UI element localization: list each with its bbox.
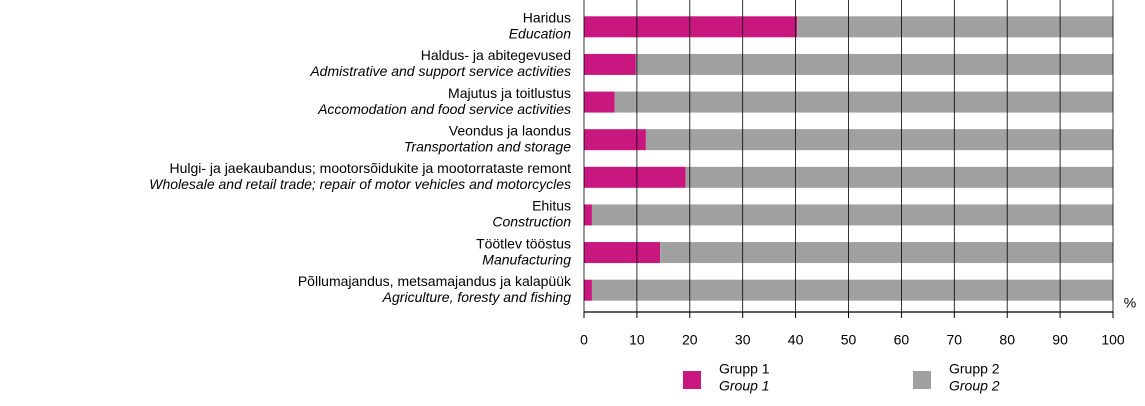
bar-segment — [584, 129, 646, 151]
x-tick-label: 80 — [999, 332, 1015, 348]
bar-segment — [591, 204, 1113, 226]
category-label: Põllumajandus, metsamajandus ja kalapüük — [298, 273, 572, 289]
x-tick-label: 100 — [1101, 332, 1125, 348]
category-label: Veondus ja laondus — [449, 122, 571, 138]
bar-segment — [591, 279, 1113, 301]
category-label: Majutus ja toitlustus — [448, 85, 571, 101]
x-tick-label: 40 — [788, 332, 804, 348]
legend-label-en: Group 1 — [719, 378, 770, 394]
category-label-en: Agriculture, foresty and fishing — [382, 289, 572, 305]
bar-segment — [584, 279, 592, 301]
category-label-en: Manufacturing — [482, 251, 571, 267]
x-tick-label: 20 — [682, 332, 698, 348]
category-label: Töötlev tööstus — [476, 235, 571, 251]
category-label-en: Wholesale and retail trade; repair of mo… — [149, 176, 571, 192]
legend-label: Grupp 1 — [719, 361, 770, 377]
x-tick-label: 30 — [735, 332, 751, 348]
bar-segment — [584, 91, 615, 113]
x-tick-label: 60 — [894, 332, 910, 348]
bar-segment — [584, 16, 798, 38]
category-label: Ehitus — [532, 198, 571, 214]
legend-label: Grupp 2 — [949, 361, 1000, 377]
category-label-en: Education — [509, 26, 571, 42]
bar-segment — [584, 53, 636, 75]
x-tick-label: 10 — [629, 332, 645, 348]
x-tick-label: 0 — [580, 332, 588, 348]
category-label: Hulgi- ja jaekaubandus; mootorsõidukite … — [169, 160, 571, 176]
bar-segment — [584, 242, 661, 264]
category-label: Haldus- ja abitegevused — [421, 47, 571, 63]
x-axis-unit: % — [1124, 295, 1136, 311]
bar-segment — [797, 16, 1113, 38]
bar-segment — [584, 204, 592, 226]
legend-swatch — [683, 371, 701, 389]
category-label: Haridus — [523, 10, 571, 26]
category-label-en: Transportation and storage — [404, 138, 571, 154]
bar-segment — [645, 129, 1113, 151]
x-tick-label: 70 — [947, 332, 963, 348]
legend-label-en: Group 2 — [949, 378, 1000, 394]
bar-segment — [685, 166, 1113, 188]
bar-segment — [614, 91, 1113, 113]
x-tick-label: 50 — [841, 332, 857, 348]
bar-segment — [660, 242, 1113, 264]
bar-segment — [635, 53, 1113, 75]
category-label-en: Accomodation and food service activities — [317, 101, 571, 117]
legend-swatch — [913, 371, 931, 389]
x-tick-label: 90 — [1052, 332, 1068, 348]
category-label-en: Construction — [492, 214, 571, 230]
category-label-en: Admistrative and support service activit… — [309, 63, 571, 79]
bar-segment — [584, 166, 686, 188]
